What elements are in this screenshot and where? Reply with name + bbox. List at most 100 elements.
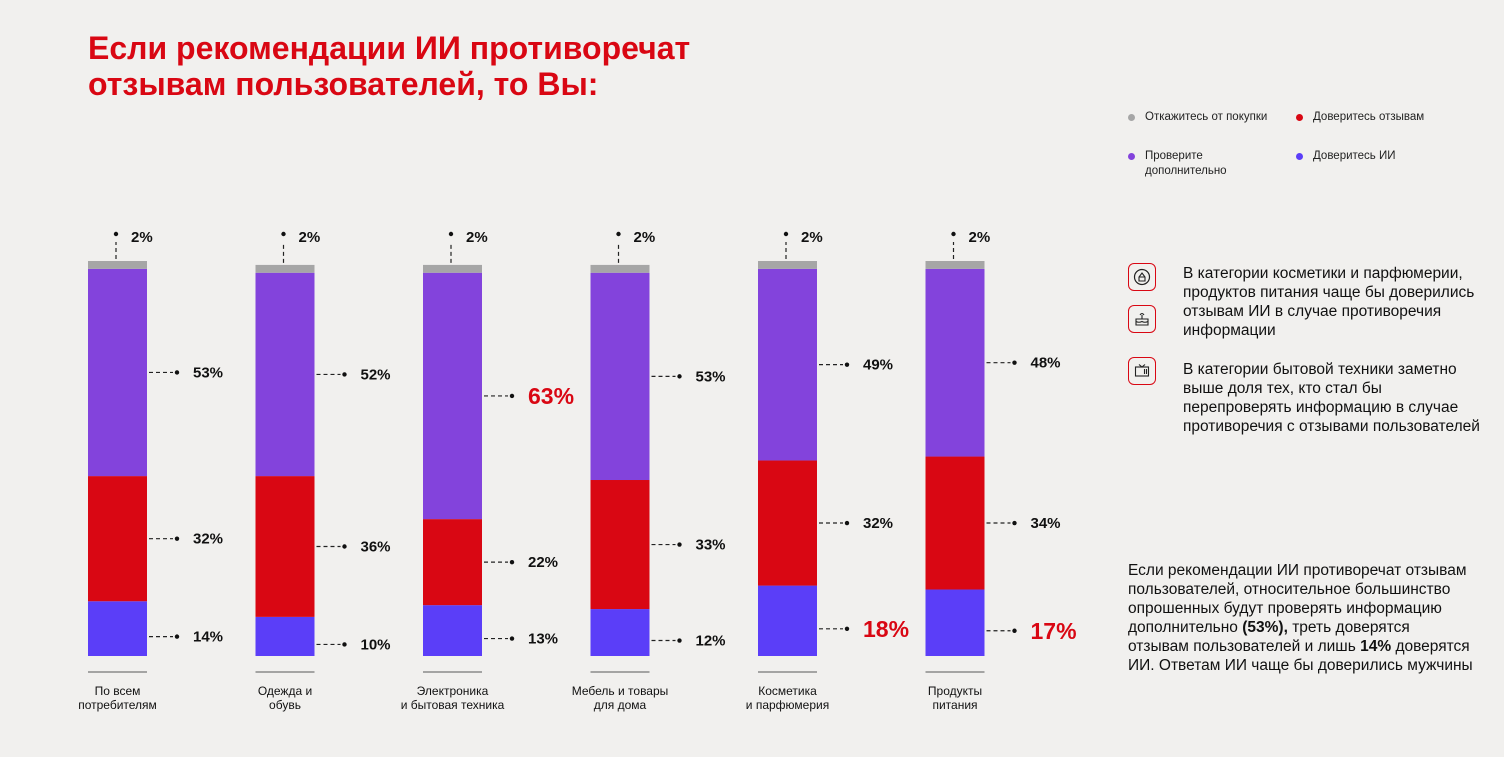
label-leader-dot (1012, 628, 1017, 633)
label-leader-dot (174, 370, 180, 375)
label-leader-dot (677, 542, 682, 547)
label-leader-dot (342, 544, 347, 549)
stacked-bar-chart: 14% 32% 53% 2% По всем потребителям 10% 36% 52% 2… (78, 229, 1077, 712)
label-leader-dot (509, 559, 515, 565)
category-label-line: и парфюмерия (746, 698, 829, 712)
legend-label-trust-reviews: Доверитесь отзывам (1313, 111, 1425, 123)
bar-segment-trust-reviews (255, 476, 315, 617)
category-label-line: По всем (95, 684, 141, 698)
chart-legend: Откажитесь от покупки Доверитесь отзывам… (1128, 110, 1458, 190)
category-label-line: питания (932, 698, 977, 712)
summary-part1: Если рекомендации ИИ противоречат отзыва… (1128, 562, 1467, 636)
data-label-check: 48% (1031, 355, 1061, 372)
legend-dot-refuse (1128, 114, 1135, 121)
bar-segment-refuse (88, 261, 147, 269)
data-label-refuse: 2% (969, 229, 991, 246)
bar-segment-refuse (423, 264, 482, 273)
category-label-line: для дома (594, 698, 647, 712)
legend-item-trust-ai: Доверитесь ИИ (1296, 149, 1396, 164)
bar-segment-trust-reviews (88, 476, 147, 602)
label-leader-dot (174, 536, 180, 541)
page-title: Если рекомендации ИИ противоречат отзыва… (88, 30, 691, 102)
data-label-trust-ai: 17% (1031, 618, 1077, 644)
bar-segment-check (925, 268, 985, 457)
legend-label-refuse: Откажитесь от покупки (1145, 111, 1268, 123)
legend-label-check: Проверите дополнительно (1145, 150, 1227, 177)
bar-segment-refuse (590, 264, 650, 273)
label-leader-dot (951, 231, 956, 237)
category-label-line: Электроника (417, 684, 489, 698)
legend-dot-check (1128, 153, 1135, 160)
bar-segment-trust-ai (423, 605, 482, 656)
data-label-check: 52% (361, 366, 391, 383)
summary-part2: треть доверятся отзывам пользователей и … (1128, 619, 1410, 655)
label-leader-dot (1012, 520, 1017, 526)
data-label-check: 49% (863, 357, 893, 374)
label-leader-dot (174, 634, 180, 639)
data-label-check: 53% (193, 364, 223, 381)
bar-segment-check (758, 268, 817, 461)
label-leader-dot (281, 231, 286, 237)
category-label: Одежда и обувь (258, 684, 312, 712)
label-leader-dot (677, 374, 682, 379)
category-label: По всем потребителям (78, 684, 157, 712)
data-label-trust-reviews: 32% (193, 531, 223, 548)
label-leader-dot (783, 231, 789, 237)
bar-segment-check (255, 272, 315, 477)
bar-segment-trust-ai (925, 589, 985, 656)
summary-bold2: 14% (1360, 638, 1392, 655)
note-cosmetics-food: В категории косметики и парфюмерии, прод… (1183, 265, 1475, 339)
bar-segment-refuse (255, 264, 315, 273)
data-label-trust-reviews: 33% (696, 537, 726, 554)
data-label-refuse: 2% (299, 229, 321, 246)
category-label: Мебель и товары для дома (572, 684, 669, 712)
bar-segment-check (423, 272, 482, 520)
label-leader-dot (342, 642, 347, 647)
category-label: Продукты питания (928, 684, 982, 712)
data-label-trust-ai: 10% (361, 636, 391, 653)
category-label-line: Продукты (928, 684, 982, 698)
label-leader-dot (677, 638, 682, 643)
category-label: Косметика и парфюмерия (746, 684, 829, 712)
bar-segment-trust-reviews (925, 456, 985, 590)
data-label-trust-reviews: 22% (528, 554, 558, 571)
legend-item-refuse: Откажитесь от покупки (1128, 110, 1267, 125)
tv-icon (1128, 357, 1156, 385)
data-label-refuse: 2% (634, 229, 656, 246)
note-electronics: В категории бытовой техники заметно выше… (1183, 361, 1480, 435)
category-label-line: Одежда и (258, 684, 312, 698)
data-label-check: 63% (528, 383, 574, 409)
summary-text: Если рекомендации ИИ противоречат отзыва… (1128, 561, 1473, 675)
data-label-trust-reviews: 36% (361, 538, 391, 555)
label-leader-dot (616, 231, 621, 237)
legend-dot-trust-reviews (1296, 114, 1303, 121)
label-leader-dot (113, 231, 119, 237)
summary-bold1: (53%), (1242, 619, 1288, 636)
data-label-trust-ai: 18% (863, 616, 909, 642)
data-label-refuse: 2% (801, 229, 823, 246)
data-label-check: 53% (696, 368, 726, 385)
category-label-line: Косметика (758, 684, 817, 698)
bar-segment-trust-ai (590, 609, 650, 656)
label-leader-dot (844, 362, 850, 367)
legend-label-trust-ai: Доверитесь ИИ (1313, 150, 1396, 162)
bar-segment-refuse (758, 261, 817, 269)
data-label-trust-ai: 14% (193, 629, 223, 646)
cake-icon (1128, 305, 1156, 333)
bar-segment-refuse (925, 261, 985, 269)
category-label-line: обувь (269, 698, 301, 712)
legend-dot-trust-ai (1296, 153, 1303, 160)
bar-segment-trust-ai (255, 616, 315, 656)
label-leader-dot (1012, 360, 1017, 365)
bar-segment-trust-reviews (590, 480, 650, 610)
label-leader-dot (509, 393, 515, 399)
category-label-line: и бытовая техника (401, 698, 505, 712)
label-leader-dot (509, 636, 515, 641)
data-label-trust-ai: 13% (528, 631, 558, 648)
bar-segment-check (590, 272, 650, 481)
lipstick-icon (1128, 263, 1156, 291)
data-label-trust-reviews: 32% (863, 515, 893, 532)
summary-part3: доверятся ИИ. Ответам ИИ чаще бы доверил… (1128, 638, 1473, 674)
label-leader-dot (342, 372, 347, 377)
legend-item-trust-reviews: Доверитесь отзывам (1296, 110, 1424, 125)
